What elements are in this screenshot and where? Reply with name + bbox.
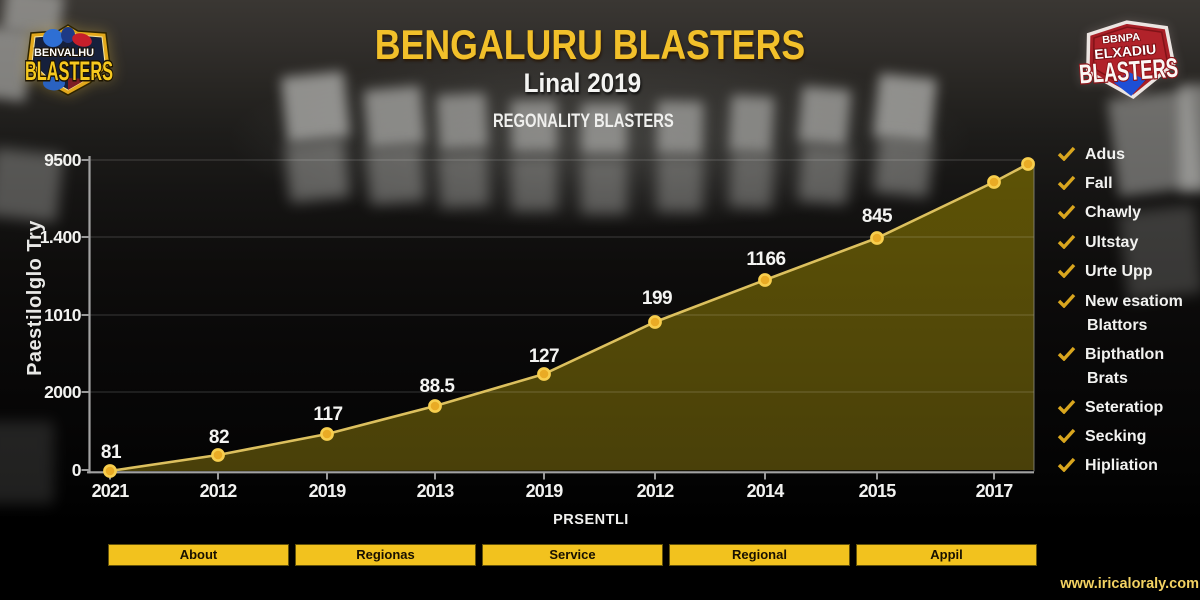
svg-text:2015: 2015 bbox=[859, 481, 897, 501]
svg-text:0: 0 bbox=[72, 460, 82, 480]
svg-text:2021: 2021 bbox=[92, 481, 130, 501]
svg-text:1.400: 1.400 bbox=[40, 227, 82, 247]
svg-text:2000: 2000 bbox=[44, 382, 82, 402]
svg-text:BLASTERS: BLASTERS bbox=[1078, 53, 1179, 90]
svg-text:PRSENTLI: PRSENTLI bbox=[553, 512, 629, 528]
svg-text:2014: 2014 bbox=[747, 481, 785, 501]
svg-text:2017: 2017 bbox=[976, 481, 1014, 501]
svg-text:9500: 9500 bbox=[44, 150, 82, 170]
svg-text:117: 117 bbox=[313, 404, 342, 425]
svg-text:BENVALHU: BENVALHU bbox=[34, 47, 94, 59]
svg-text:2012: 2012 bbox=[637, 481, 675, 501]
svg-text:81: 81 bbox=[101, 442, 122, 463]
svg-text:BBNPA: BBNPA bbox=[1102, 31, 1141, 46]
svg-text:127: 127 bbox=[529, 346, 559, 367]
svg-text:199: 199 bbox=[642, 288, 672, 309]
svg-text:1010: 1010 bbox=[44, 305, 82, 325]
svg-text:88.5: 88.5 bbox=[420, 376, 456, 397]
svg-text:Paestilolglo Try: Paestilolglo Try bbox=[24, 220, 46, 376]
svg-text:2012: 2012 bbox=[200, 481, 238, 501]
svg-text:2019: 2019 bbox=[526, 481, 564, 501]
svg-text:82: 82 bbox=[209, 427, 229, 448]
svg-text:BLASTERS: BLASTERS bbox=[25, 56, 113, 86]
svg-text:2013: 2013 bbox=[417, 481, 455, 501]
svg-text:2019: 2019 bbox=[309, 481, 347, 501]
svg-text:845: 845 bbox=[862, 206, 893, 227]
svg-text:1166: 1166 bbox=[746, 249, 785, 270]
svg-text:ELXADIU: ELXADIU bbox=[1094, 42, 1157, 62]
